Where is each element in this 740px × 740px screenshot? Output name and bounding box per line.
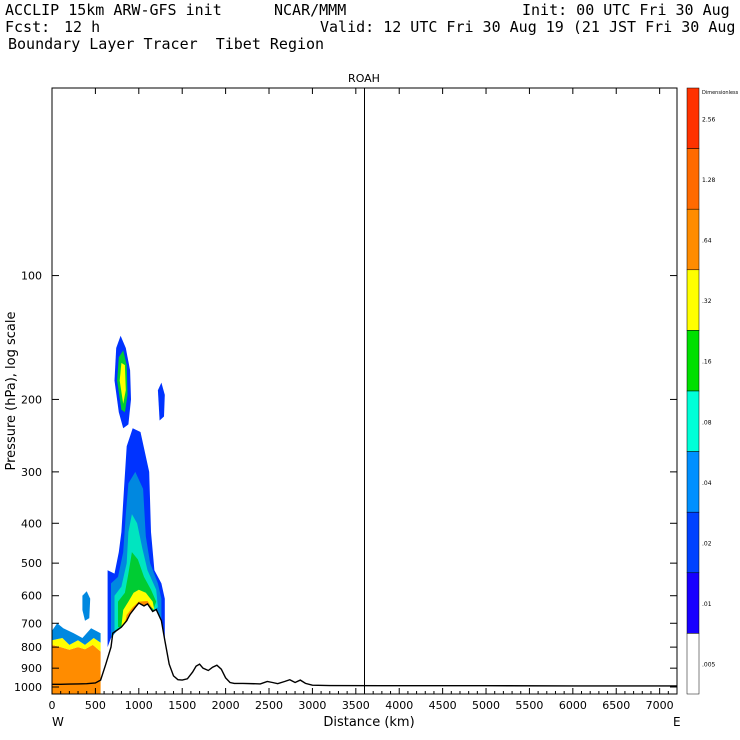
- x-tick-label: 5500: [515, 699, 543, 712]
- colorbar-segment: [686, 633, 700, 695]
- colorbar-label: .04: [702, 480, 712, 487]
- y-tick-label: 800: [21, 641, 42, 654]
- colorbar-segment: [686, 572, 700, 634]
- tracer-plume-orange: [124, 601, 153, 624]
- colorbar-label: .64: [702, 238, 712, 245]
- y-tick-label: 500: [21, 557, 42, 570]
- west-label: W: [52, 715, 64, 729]
- colorbar-unit-label: Dimensionless: [702, 90, 739, 96]
- x-tick-label: 1000: [125, 699, 153, 712]
- colorbar-segment: [686, 451, 700, 513]
- tracer-plume-yellow: [121, 589, 155, 627]
- tracer-small-blob-west: [82, 591, 91, 621]
- tracer-small-blob-east: [157, 382, 165, 421]
- colorbar: .005 .01 .02 .04 .08 .16 .32 .64 1.28 2.56 Dimensi…: [686, 87, 739, 695]
- init-time: Init: 00 UTC Fri 30 Aug 19: [522, 1, 740, 19]
- colorbar-label: .08: [702, 419, 712, 426]
- x-tick-label: 6500: [602, 699, 630, 712]
- colorbar-label: .01: [702, 601, 712, 608]
- forecast-label: Fcst:: [5, 18, 51, 36]
- tracer-blue-lowlevel: [52, 623, 101, 645]
- east-label: E: [673, 715, 681, 729]
- terrain-line: [52, 602, 677, 687]
- x-tick-label: 3500: [342, 699, 370, 712]
- x-tick-label: 4000: [385, 699, 413, 712]
- colorbar-segment: [686, 269, 700, 331]
- y-tick-label: 100: [21, 270, 42, 283]
- y-tick-label: 200: [21, 393, 42, 406]
- chart-title: ROAH: [348, 72, 380, 85]
- x-tick-label: 2000: [212, 699, 240, 712]
- colorbar-label: .005: [702, 662, 716, 669]
- colorbar-label: 2.56: [702, 116, 716, 123]
- colorbar-label: 1.28: [702, 177, 716, 184]
- x-tick-label: 4500: [429, 699, 457, 712]
- y-tick-label: 600: [21, 590, 42, 603]
- x-tick-label: 6000: [559, 699, 587, 712]
- product-title: Boundary Layer Tracer Tibet Region: [8, 35, 325, 53]
- y-tick-label: 700: [21, 617, 42, 630]
- colorbar-segment: [686, 87, 700, 149]
- y-axis: 1000 900 800 700 600 500 400 300 200 100: [14, 270, 677, 694]
- colorbar-label: .16: [702, 359, 712, 366]
- colorbar-segment: [686, 208, 700, 271]
- colorbar-segment: [686, 511, 700, 574]
- y-tick-label: 400: [21, 517, 42, 530]
- forecast-hour: 12 h: [64, 18, 101, 36]
- tracer-orange-lowlevel: [52, 644, 101, 694]
- y-tick-label: 300: [21, 466, 42, 479]
- model-title: ACCLIP 15km ARW-GFS init: [5, 1, 222, 19]
- x-tick-label: 2500: [255, 699, 283, 712]
- tracer-field: [52, 335, 165, 694]
- org-label: NCAR/MMM: [274, 1, 347, 19]
- x-tick-label: 3000: [298, 699, 326, 712]
- x-axis: 0 500 1000 1500 2000 2500 3000 3500 4000 4500 5000…: [49, 88, 674, 712]
- colorbar-label: .32: [702, 298, 712, 305]
- y-tick-label: 900: [21, 662, 42, 675]
- terrain-profile: [52, 602, 677, 687]
- colorbar-label: .02: [702, 541, 712, 548]
- tracer-upper-yellow: [119, 362, 126, 404]
- valid-time: Valid: 12 UTC Fri 30 Aug 19 (21 JST Fri …: [320, 18, 740, 36]
- x-axis-label: Distance (km): [323, 715, 414, 730]
- y-axis-label: Pressure (hPa), log scale: [4, 312, 19, 471]
- x-tick-label: 5000: [472, 699, 500, 712]
- x-tick-label: 0: [49, 699, 56, 712]
- colorbar-segment: [686, 148, 700, 210]
- x-tick-label: 500: [85, 699, 106, 712]
- colorbar-segment: [686, 330, 700, 392]
- x-tick-label: 7000: [646, 699, 674, 712]
- colorbar-segment: [686, 390, 700, 452]
- x-tick-label: 1500: [168, 699, 196, 712]
- tracer-yellow-lowlevel: [52, 638, 101, 652]
- y-tick-label: 1000: [14, 681, 42, 694]
